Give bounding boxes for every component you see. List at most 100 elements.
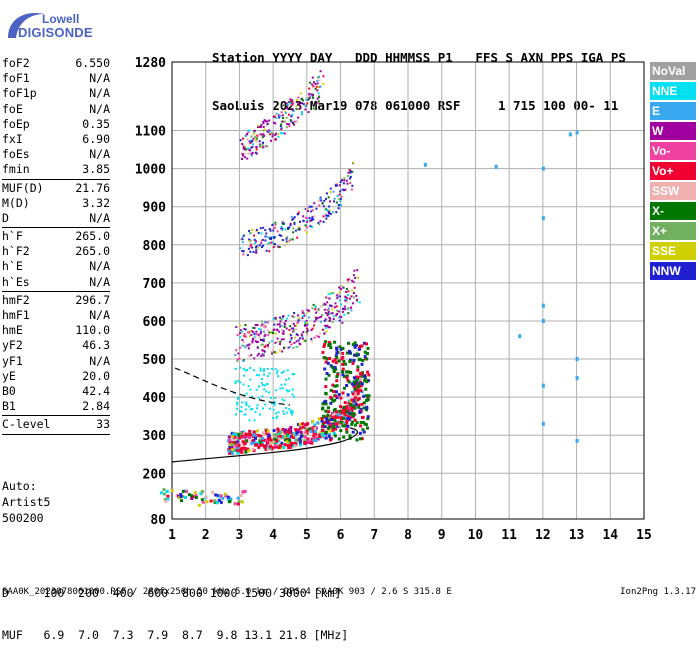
echo-point	[359, 377, 363, 381]
echo-point	[352, 402, 356, 406]
echo-point	[317, 92, 320, 95]
echo-point	[333, 306, 336, 309]
echo-point	[187, 493, 191, 497]
echo-point	[342, 359, 346, 363]
echo-point	[325, 372, 329, 375]
echo-point	[264, 439, 268, 443]
echo-point	[246, 435, 250, 439]
echo-point	[234, 438, 237, 442]
echo-point	[336, 309, 339, 312]
echo-point	[310, 338, 313, 341]
echo-point	[252, 430, 256, 434]
echo-point	[266, 321, 269, 324]
interference-point	[568, 132, 572, 137]
echo-point	[311, 209, 314, 212]
echo-point	[309, 225, 312, 228]
echo-point	[351, 161, 354, 164]
echo-point	[338, 286, 341, 289]
echo-point	[348, 177, 351, 180]
echo-point	[272, 246, 275, 249]
echo-point	[336, 415, 340, 419]
echo-point	[279, 316, 281, 319]
echo-point	[346, 393, 350, 397]
echo-point	[241, 500, 244, 504]
echo-point	[314, 305, 317, 308]
echo-point	[304, 208, 307, 210]
echo-point	[236, 440, 240, 444]
echo-point	[266, 375, 269, 378]
echo-point	[349, 371, 353, 374]
echo-point	[260, 239, 263, 242]
echo-point	[241, 249, 244, 252]
echo-point	[311, 327, 314, 330]
echo-point	[181, 489, 185, 493]
legend-entry: NNE	[650, 82, 696, 100]
echo-point	[344, 295, 347, 298]
x-tick-label: 3	[236, 528, 244, 543]
echo-point	[271, 132, 274, 135]
interference-point	[575, 357, 579, 362]
echo-point	[262, 369, 265, 372]
echo-point	[281, 229, 284, 231]
echo-point	[299, 220, 301, 223]
echo-point	[306, 329, 309, 332]
echo-point	[326, 361, 330, 365]
echo-point	[322, 328, 325, 331]
echo-point	[248, 432, 252, 436]
echo-point	[214, 493, 218, 497]
echo-point	[242, 436, 246, 440]
echo-point	[279, 131, 282, 134]
echo-point	[252, 433, 256, 437]
param-row: yF2 46.3	[2, 338, 110, 353]
echo-point	[334, 390, 338, 394]
echo-point	[294, 229, 297, 232]
echo-point	[366, 379, 370, 383]
echo-point	[290, 411, 293, 414]
echo-point	[325, 197, 327, 200]
echo-point	[257, 352, 260, 355]
echo-point	[345, 406, 349, 409]
echo-point	[236, 447, 240, 451]
echo-point	[279, 387, 282, 390]
echo-point	[281, 435, 285, 439]
echo-point	[279, 320, 282, 323]
echo-point	[264, 344, 267, 347]
echo-point	[282, 410, 285, 413]
echo-point	[267, 130, 270, 133]
echo-point	[274, 443, 278, 447]
echo-point	[347, 399, 351, 403]
echo-point	[253, 327, 256, 329]
echo-point	[241, 238, 244, 241]
echo-point	[341, 179, 343, 182]
echo-point	[257, 246, 260, 249]
echo-point	[185, 489, 188, 493]
echo-point	[249, 367, 252, 369]
echo-point	[339, 180, 342, 183]
echo-point	[334, 184, 337, 187]
echo-point	[310, 210, 313, 213]
echo-point	[236, 502, 240, 506]
echo-point	[344, 362, 348, 366]
echo-point	[334, 354, 338, 358]
echo-point	[329, 401, 333, 405]
echo-point	[262, 146, 265, 149]
echo-point	[277, 429, 281, 433]
echo-point	[257, 385, 260, 388]
muf-table: D 100 200 400 600 800 1000 1500 3000 [km…	[2, 558, 348, 656]
echo-point	[255, 148, 258, 151]
echo-point	[337, 203, 340, 206]
echo-point	[280, 372, 283, 374]
echo-point	[313, 336, 316, 339]
echo-point	[261, 349, 264, 352]
echo-point	[348, 351, 352, 355]
echo-point	[356, 300, 359, 303]
echo-point	[254, 324, 257, 326]
echo-point	[321, 402, 325, 406]
echo-point	[357, 358, 361, 362]
echo-point	[287, 434, 291, 438]
echo-point	[263, 346, 266, 348]
echo-point	[260, 145, 263, 148]
echo-point	[283, 325, 286, 328]
echo-point	[270, 139, 272, 142]
echo-point	[359, 424, 363, 428]
